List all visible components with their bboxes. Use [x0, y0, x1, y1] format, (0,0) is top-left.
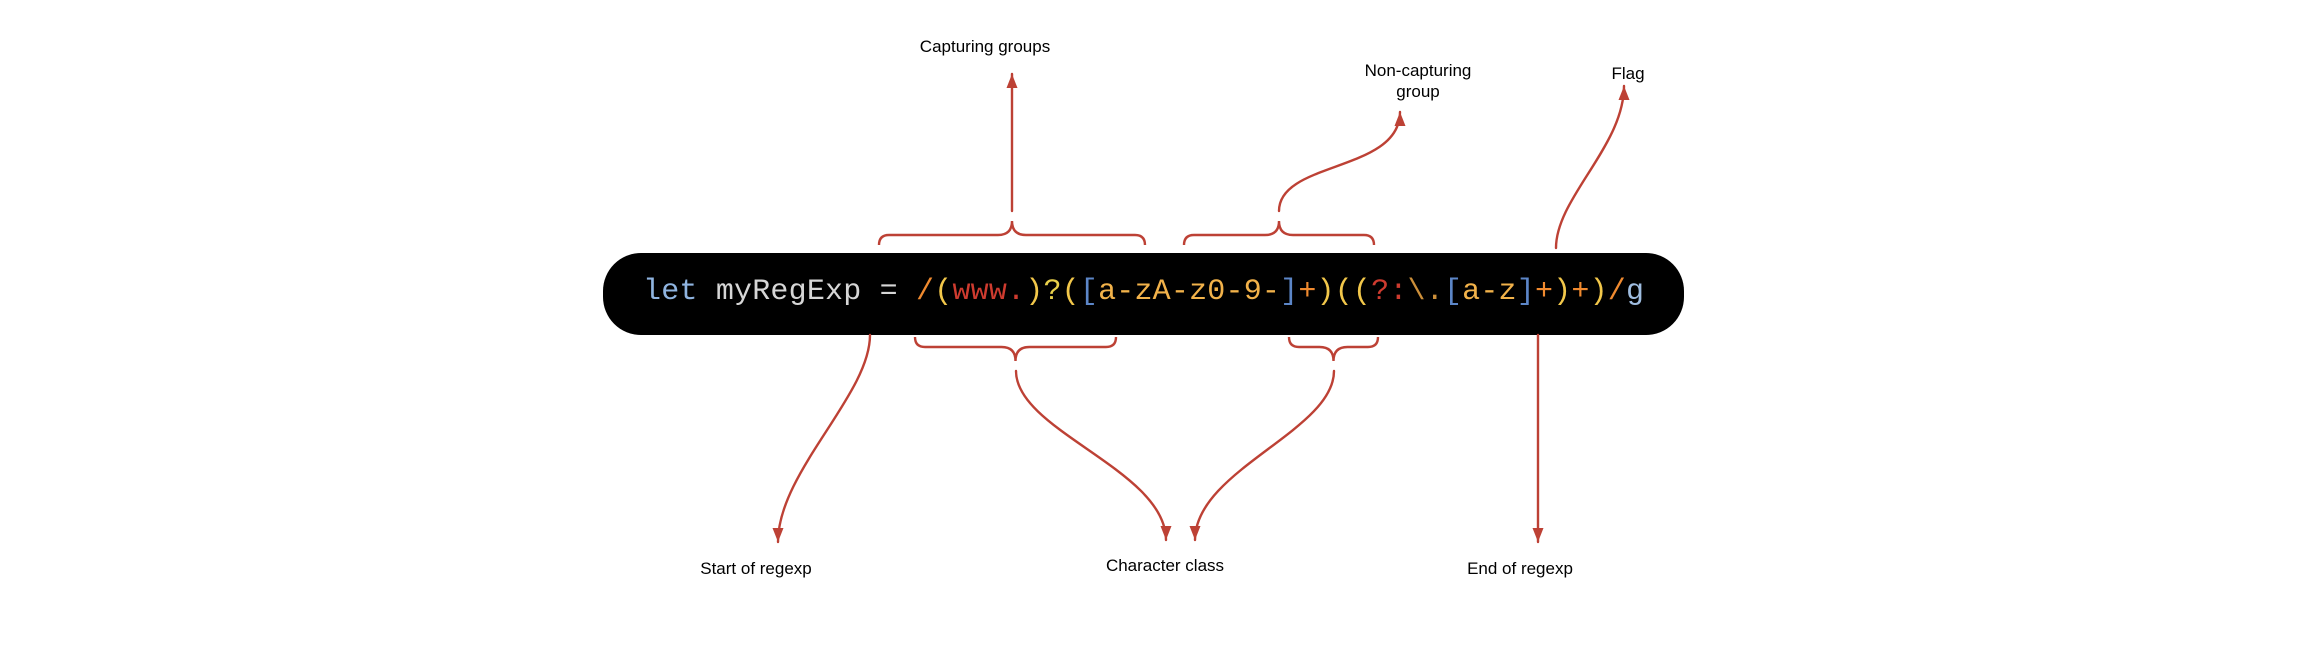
regex-annotation-diagram: let myRegExp = /(www.)?([a-zA-z0-9-]+)((…	[0, 0, 2312, 666]
token-bracket: ]	[1280, 275, 1298, 309]
token-paren: )	[1317, 275, 1335, 309]
token-paren: (	[1062, 275, 1080, 309]
token-equals: =	[880, 275, 916, 309]
token-delimiter: /	[1608, 275, 1626, 309]
token-plus: +	[1571, 275, 1589, 309]
regex-code: let myRegExp = /(www.)?([a-zA-z0-9-]+)((…	[643, 275, 1644, 309]
token-keyword: let	[643, 275, 716, 309]
token-paren: (	[1353, 275, 1371, 309]
token-bracket: ]	[1517, 275, 1535, 309]
token-question: ?	[1043, 275, 1061, 309]
token-literal: ?:	[1371, 275, 1407, 309]
token-flag: g	[1626, 275, 1644, 309]
token-charclass: a-z	[1462, 275, 1517, 309]
label-character-class: Character class	[1106, 555, 1224, 576]
label-capturing-groups: Capturing groups	[920, 36, 1050, 57]
token-plus: +	[1298, 275, 1316, 309]
token-paren: (	[934, 275, 952, 309]
token-charclass: a-zA-z0-9-	[1098, 275, 1280, 309]
token-delimiter: /	[916, 275, 934, 309]
token-plus: +	[1535, 275, 1553, 309]
token-paren: )	[1025, 275, 1043, 309]
label-end-of-regexp: End of regexp	[1467, 558, 1573, 579]
token-literal: www.	[952, 275, 1025, 309]
token-paren: )	[1590, 275, 1608, 309]
token-paren: (	[1335, 275, 1353, 309]
token-bracket: [	[1444, 275, 1462, 309]
token-bracket: [	[1080, 275, 1098, 309]
label-flag: Flag	[1611, 63, 1644, 84]
token-ident: myRegExp	[716, 275, 880, 309]
code-pill: let myRegExp = /(www.)?([a-zA-z0-9-]+)((…	[603, 253, 1684, 335]
token-paren: )	[1553, 275, 1571, 309]
label-start-of-regexp: Start of regexp	[700, 558, 812, 579]
label-non-capturing-group: Non-capturinggroup	[1365, 60, 1472, 103]
token-escape: \.	[1408, 275, 1444, 309]
